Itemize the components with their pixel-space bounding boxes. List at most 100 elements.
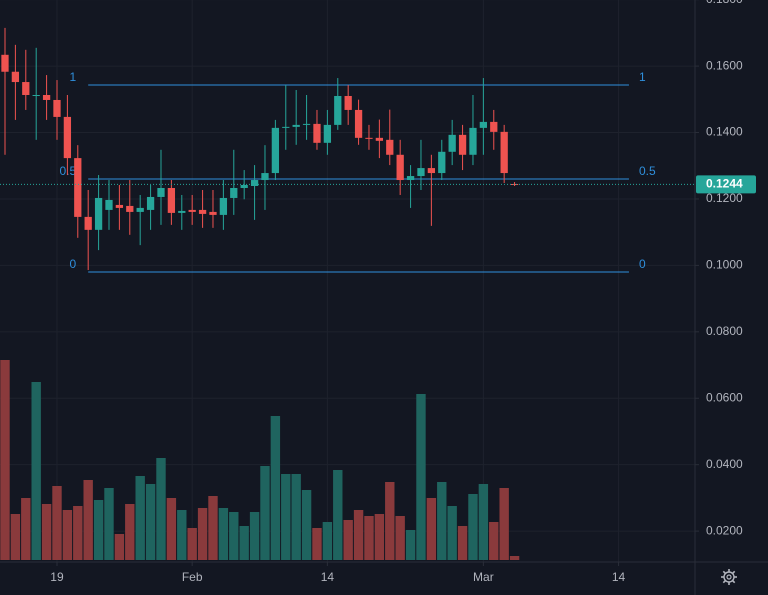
candle-body — [292, 124, 300, 127]
volume-bar — [187, 528, 197, 560]
candle-body — [136, 207, 144, 212]
candle-body — [178, 210, 186, 213]
candle-body — [313, 123, 321, 143]
candle-body — [271, 127, 280, 174]
candle-body — [63, 116, 72, 159]
candle-body — [417, 168, 425, 177]
fib-level-label: 0.5 — [639, 164, 656, 178]
x-tick-label: Feb — [182, 570, 203, 584]
fib-level-label: 0.5 — [60, 164, 77, 178]
volume-bar — [156, 458, 166, 560]
y-tick-label: 0.1800 — [706, 0, 743, 6]
candle-body — [198, 209, 207, 214]
volume-bar — [177, 510, 187, 560]
candle-body — [230, 187, 238, 198]
candle-body — [209, 211, 217, 215]
candle-body — [344, 95, 352, 110]
y-tick-label: 0.1000 — [706, 258, 743, 272]
volume-bar — [426, 498, 437, 560]
candle-body — [32, 94, 40, 96]
volume-bar — [312, 528, 322, 560]
candle-body — [365, 137, 373, 139]
volume-bar — [468, 494, 478, 560]
volume-bar — [218, 508, 229, 560]
volume-bar — [10, 514, 21, 560]
candle-body — [84, 216, 92, 230]
candle-body — [240, 185, 248, 188]
candle-body — [406, 176, 415, 181]
candle-body — [261, 173, 269, 181]
fib-level-label: 1 — [639, 70, 646, 84]
volume-bar — [197, 508, 208, 560]
candle-body — [126, 205, 134, 212]
fib-level-label: 0 — [639, 257, 646, 271]
volume-bar — [125, 504, 135, 560]
candle-body — [479, 121, 488, 128]
y-tick-label: 0.0400 — [706, 457, 743, 471]
volume-bar — [135, 476, 145, 560]
volume-bar — [457, 526, 468, 560]
candle-body — [375, 137, 384, 141]
candle-body — [427, 168, 436, 174]
volume-bar — [374, 514, 385, 560]
y-tick-label: 0.1200 — [706, 191, 743, 205]
last-price-label: 0.1244 — [706, 177, 743, 191]
y-tick-label: 0.1600 — [706, 58, 743, 72]
candle-body — [105, 199, 113, 210]
candle-body — [74, 158, 82, 217]
candle-body — [167, 187, 176, 213]
x-tick-label: 14 — [321, 570, 335, 584]
volume-bar — [166, 498, 177, 560]
candle-body — [500, 131, 508, 174]
y-tick-label: 0.0800 — [706, 324, 743, 338]
candle-body — [42, 94, 51, 100]
candle-body — [469, 127, 477, 155]
volume-bar — [322, 522, 333, 560]
volume-bar — [41, 504, 52, 560]
candle-body — [396, 154, 404, 181]
volume-bar — [73, 506, 83, 560]
candle-body — [386, 139, 394, 155]
volume-bar — [395, 516, 405, 560]
volume-bar — [83, 480, 93, 560]
volume-bar — [145, 484, 156, 560]
y-tick-label: 0.0600 — [706, 390, 743, 404]
candle-body — [458, 134, 467, 155]
volume-bar — [229, 512, 239, 560]
candle-body — [490, 121, 498, 132]
candle-body — [334, 95, 342, 125]
settings-button[interactable] — [721, 569, 737, 585]
candle-body — [115, 204, 124, 208]
candle-body — [250, 180, 259, 187]
candle-body — [157, 187, 165, 197]
x-tick-label: Mar — [473, 570, 494, 584]
volume-bar — [104, 488, 114, 560]
candle-body — [11, 71, 20, 83]
volume-bar — [62, 510, 73, 560]
candle-body — [448, 134, 456, 152]
volume-bar — [208, 496, 218, 560]
candle-body — [94, 197, 103, 230]
volume-bar — [478, 484, 489, 560]
volume-bar — [93, 500, 104, 560]
volume-bar — [301, 490, 312, 560]
candle-body — [146, 196, 155, 210]
volume-bar — [291, 474, 301, 560]
volume-bar — [281, 474, 291, 560]
volume-bar — [52, 486, 62, 560]
volume-bar — [333, 470, 343, 560]
volume-bar — [270, 416, 281, 560]
candle-body — [53, 99, 61, 117]
candle-body — [438, 151, 446, 174]
volume-bar — [447, 506, 457, 560]
volume-bar — [437, 482, 447, 560]
volume-bar — [114, 534, 125, 560]
volume-bar — [239, 526, 249, 560]
fib-level-label: 0 — [70, 257, 77, 271]
volume-bar — [353, 510, 364, 560]
volume-bar — [0, 360, 10, 560]
candle-body — [219, 197, 228, 215]
last-price-box — [696, 175, 756, 194]
